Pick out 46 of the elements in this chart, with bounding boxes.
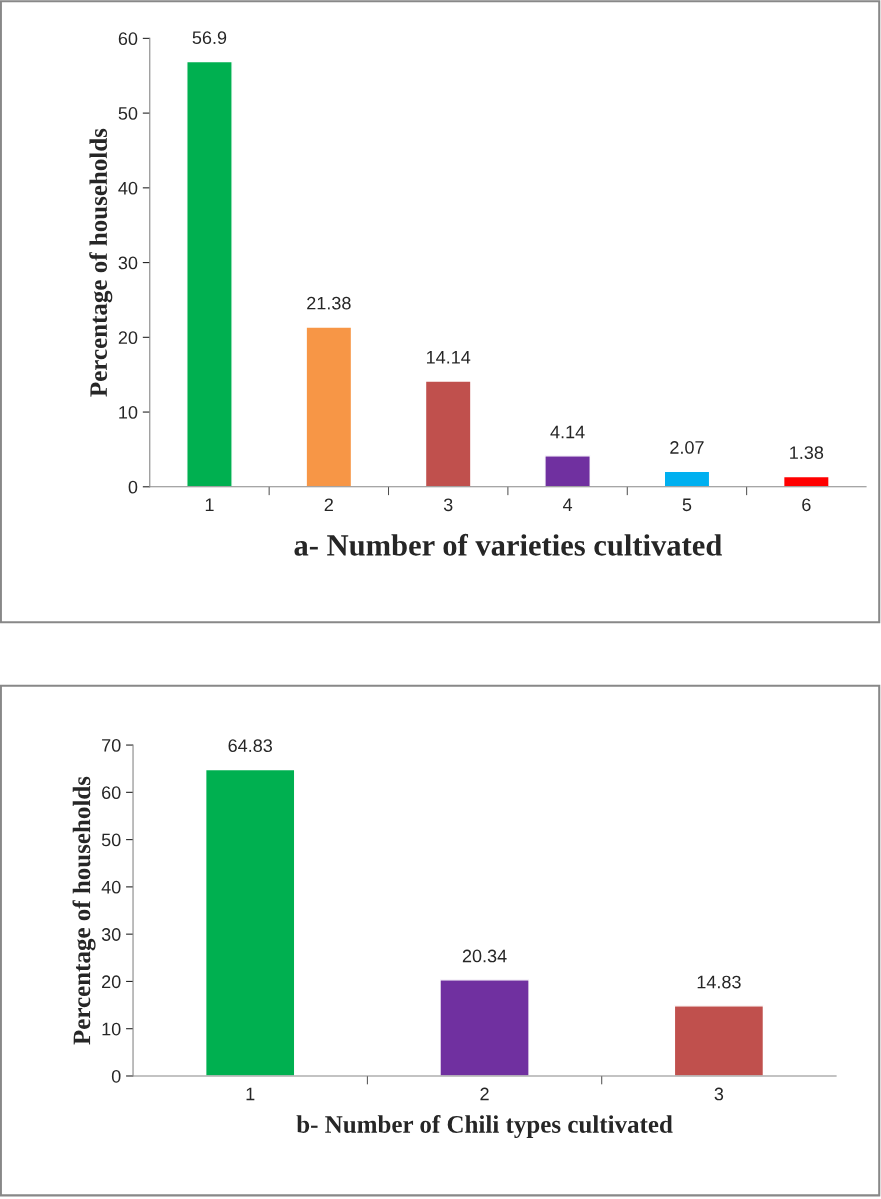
y-tick-label: 0 [128, 480, 138, 494]
y-tick-label: 40 [101, 880, 121, 894]
x-tick-label: 2 [324, 498, 333, 511]
bar [544, 455, 591, 487]
bar [204, 768, 296, 1076]
data-label: 20.34 [462, 949, 507, 963]
x-axis-title: a- Number of varieties cultivated [294, 533, 722, 556]
bar [186, 60, 233, 487]
y-tick-label: 60 [102, 786, 121, 800]
data-label: 1.38 [790, 446, 824, 460]
x-tick-label: 5 [682, 498, 692, 512]
bar [439, 979, 530, 1076]
bar [673, 1005, 765, 1076]
data-label: 4.14 [550, 425, 585, 439]
data-label: 14.83 [697, 975, 741, 989]
data-label: 56.9 [192, 31, 227, 45]
y-tick-label: 20 [118, 331, 138, 345]
x-tick-label: 4 [562, 498, 573, 511]
y-tick-label: 30 [101, 928, 121, 941]
bar [424, 380, 472, 487]
y-tick-label: 70 [102, 738, 121, 752]
bar [305, 326, 353, 487]
y-tick-label: 0 [111, 1069, 121, 1083]
x-tick-label: 1 [205, 498, 214, 511]
y-tick-label: 50 [101, 833, 121, 847]
y-tick-label: 20 [102, 975, 121, 989]
x-tick-label: 1 [246, 1087, 255, 1101]
y-axis-title: Percentage of households [89, 128, 113, 397]
data-label: 64.83 [228, 739, 272, 753]
x-tick-label: 3 [443, 498, 453, 512]
y-axis-title: Percentage of households [72, 776, 96, 1045]
data-label: 14.14 [427, 351, 471, 364]
y-tick-label: 10 [102, 1022, 121, 1036]
x-axis-title: b- Number of Chili types cultivated [296, 1115, 673, 1139]
y-tick-label: 40 [118, 181, 138, 195]
data-label: 21.38 [307, 296, 351, 310]
bar [782, 475, 830, 487]
x-tick-label: 6 [802, 498, 811, 512]
bar [663, 470, 711, 487]
y-tick-label: 30 [118, 256, 138, 270]
x-tick-label: 3 [714, 1087, 724, 1101]
y-tick-label: 60 [118, 32, 138, 46]
data-label: 2.07 [670, 441, 704, 454]
x-tick-label: 2 [480, 1087, 489, 1101]
y-tick-label: 50 [118, 107, 138, 120]
y-tick-label: 10 [119, 405, 138, 419]
